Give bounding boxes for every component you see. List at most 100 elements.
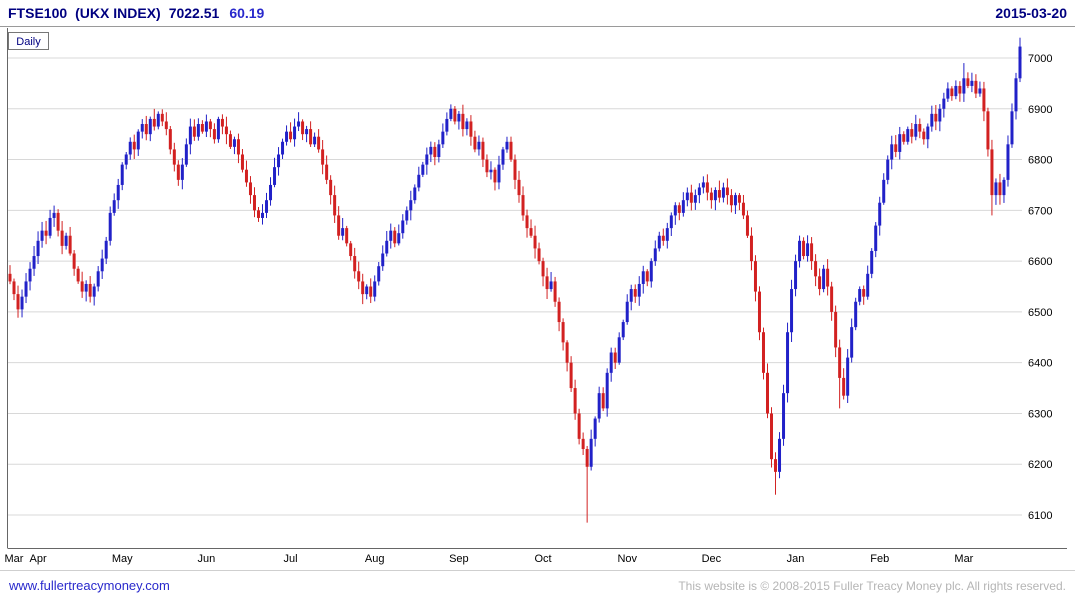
candle-body [441,131,445,145]
y-tick-label: 6900 [1028,104,1052,116]
candle-body [561,322,565,343]
month-label: Aug [365,553,385,565]
candle-body [132,141,136,150]
plot-border [7,28,1067,549]
month-label: Apr [29,553,46,565]
candle-body [236,139,240,155]
candle-body [1018,46,1022,79]
candle-body [942,98,946,109]
month-label: Mar [5,553,24,565]
candle-body [830,286,834,312]
month-label: Nov [617,553,637,565]
candle-body [373,281,377,297]
candle-body [369,286,373,297]
candle-body [497,164,501,183]
copyright-text: This website is © 2008-2015 Fuller Treac… [678,578,1066,593]
candle-body [425,154,429,165]
candle-body [970,80,974,86]
candle-body [152,118,156,127]
candle-body [822,268,826,290]
candle-body [974,80,978,94]
candle-body [168,129,172,150]
candle-body [866,273,870,297]
candle-body [124,154,128,165]
candle-body [549,281,553,290]
candle-body [597,393,601,419]
candle-body [313,136,317,145]
candle-body [782,393,786,439]
candle-body [601,393,605,409]
candle-body [689,192,693,203]
month-label: Jan [787,553,805,565]
candle-body [265,200,269,213]
candle-body [665,228,669,241]
month-label: Dec [702,553,722,565]
candle-body [902,134,906,142]
candle-body [465,121,469,130]
candle-body [645,271,649,282]
candle-body [289,131,293,140]
candle-body [529,228,533,236]
candle-body [481,141,485,160]
candle-body [669,215,673,229]
candle-body [545,276,549,290]
candle-body [501,149,505,165]
candle-body [509,141,513,160]
candle-body [966,78,970,86]
month-label: Jul [284,553,298,565]
candle-body [637,283,641,297]
candle-body [593,418,597,439]
candle-body [806,243,810,257]
candle-body [569,362,573,389]
candle-body [774,459,778,472]
y-tick-label: 6400 [1028,358,1052,370]
candle-body [850,327,854,358]
candle-body [874,225,878,251]
interval-badge: Daily [8,32,49,50]
candle-body [741,202,745,216]
y-tick-label: 6600 [1028,256,1052,268]
candle-body [721,187,725,198]
candle-body [252,195,256,211]
candle-body [790,289,794,333]
candle-body [757,291,761,333]
candle-body [461,113,465,130]
candle-body [413,187,417,201]
last-price: 7022.51 [168,5,220,21]
candle-body [633,289,637,297]
candle-body [385,240,389,254]
candle-body [44,230,48,236]
candle-body [216,118,220,140]
candle-body [28,268,32,282]
candle-body [64,235,68,246]
candle-body [116,184,120,201]
candle-body [248,182,252,196]
site-link[interactable]: www.fullertreacymoney.com [9,578,170,593]
candle-body [1002,179,1006,196]
candle-body [890,144,894,160]
candle-body [220,118,224,127]
candle-body [301,121,305,135]
candle-body [361,281,365,295]
candle-body [585,449,589,467]
candle-body [521,195,525,216]
candle-body [489,169,493,173]
candle-body [862,289,866,297]
candle-body [421,164,425,175]
candle-body [922,131,926,140]
candle-body [733,195,737,206]
candle-body [858,289,862,302]
candle-body [778,438,782,472]
candle-body [140,124,144,132]
candle-body [962,78,966,94]
candle-body [269,184,273,201]
candle-body [353,256,357,272]
candle-body [725,187,729,196]
candlestick-chart[interactable]: Mar Apr May Jun Jul Aug Sep Oct Nov Dec Jan Feb Mar 7… [0,28,1075,570]
candle-body [950,88,954,97]
candle-body [617,337,621,363]
candle-body [397,233,401,244]
candle-body [834,311,838,348]
candle-body [365,286,369,295]
